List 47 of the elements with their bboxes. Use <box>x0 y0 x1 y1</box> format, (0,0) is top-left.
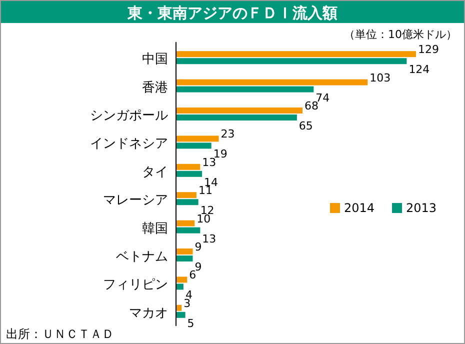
bar <box>176 248 193 254</box>
bar <box>176 79 368 86</box>
bar <box>176 164 200 170</box>
text: 出所：ＵＮＣＴＡＤ <box>6 327 114 341</box>
legend-label: 2014 <box>344 201 375 215</box>
y-tick-label: 中国 <box>142 52 168 68</box>
bar <box>176 304 182 311</box>
y-tick-label: 韓国 <box>142 221 168 236</box>
bar <box>176 220 195 226</box>
bar <box>176 312 186 318</box>
bar <box>176 256 193 262</box>
bar <box>176 276 188 283</box>
y-tick-label: タイ <box>142 164 168 180</box>
y-tick-label: インドネシア <box>90 136 168 152</box>
data-label: 103 <box>370 71 391 84</box>
y-tick-label: フィリピン <box>103 278 168 293</box>
bar <box>176 192 196 198</box>
bar <box>176 136 219 142</box>
bar <box>176 284 184 290</box>
data-label: 5 <box>187 316 194 330</box>
y-tick-label: シンガポール <box>90 108 168 124</box>
data-label: 23 <box>220 128 235 141</box>
data-label: 68 <box>304 100 319 112</box>
data-label: 9 <box>194 260 202 274</box>
data-label: 6 <box>189 268 196 282</box>
bar <box>176 170 202 177</box>
bar <box>176 114 297 120</box>
legend-label: 2013 <box>406 201 437 215</box>
data-label: 65 <box>298 120 313 132</box>
data-label: 124 <box>408 63 430 76</box>
bar <box>176 142 212 149</box>
bar <box>176 86 314 92</box>
y-tick-label: マレーシア <box>103 193 168 208</box>
data-label: 129 <box>418 43 439 56</box>
y-tick-label: マカオ <box>129 306 168 321</box>
y-tick-label: ベトナム <box>116 250 168 264</box>
chart-title: 東・東南アジアのＦＤＩ流入額 <box>126 4 338 22</box>
bar <box>176 199 198 206</box>
bar <box>176 108 303 114</box>
bar <box>176 51 416 58</box>
data-label: 13 <box>202 232 216 246</box>
data-label: 9 <box>194 240 202 254</box>
bar <box>176 227 200 234</box>
data-label: 13 <box>202 156 216 169</box>
chart-subtitle: （単位：10億米ドル） <box>344 28 457 41</box>
y-tick-label: 香港 <box>142 80 168 96</box>
bar <box>176 58 407 64</box>
